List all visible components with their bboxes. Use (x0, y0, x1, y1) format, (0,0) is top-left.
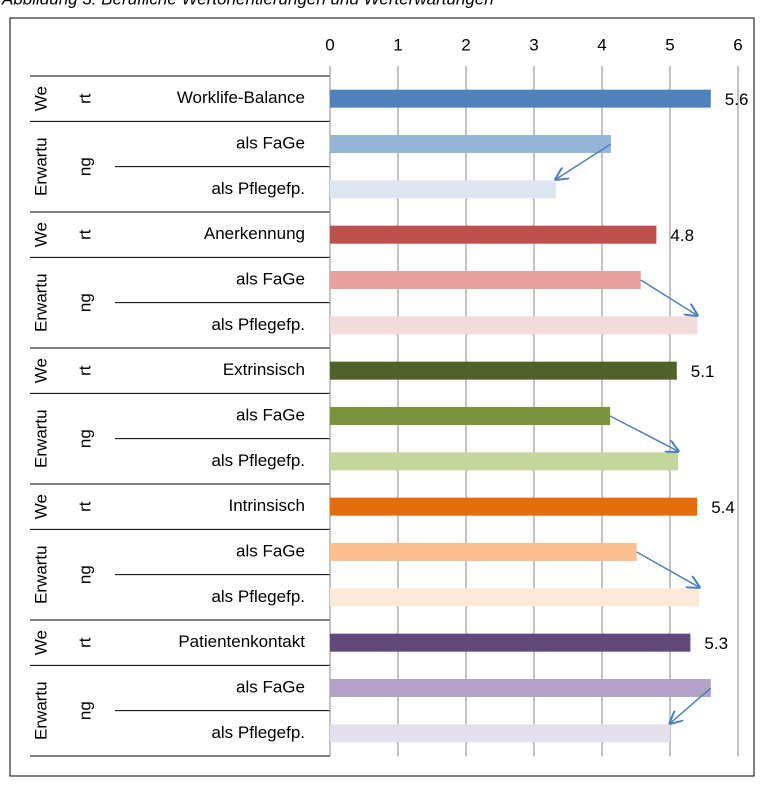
bar (330, 361, 677, 380)
value-label: 5.3 (704, 634, 728, 653)
value-label: 5.1 (691, 362, 715, 381)
bar (330, 724, 670, 743)
y-tick-label: als Pflegefp. (211, 723, 305, 742)
x-tick-label: 6 (733, 35, 742, 54)
x-tick-label: 2 (461, 35, 470, 54)
group-label: rt (75, 229, 94, 240)
group-label: ng (75, 565, 94, 584)
y-tick-label: als FaGe (236, 677, 305, 696)
group-label: Erwartu (31, 409, 50, 468)
x-tick-label: 4 (597, 35, 606, 54)
group-label: rt (75, 637, 94, 648)
group-label: We (31, 358, 50, 383)
bar (330, 89, 711, 108)
y-tick-label: als Pflegefp. (211, 587, 305, 606)
bar (330, 543, 637, 561)
x-tick-label: 1 (393, 35, 402, 54)
y-tick-label: als Pflegefp. (211, 315, 305, 334)
x-tick-label: 3 (529, 35, 538, 54)
y-tick-label: Patientenkontakt (178, 632, 305, 651)
y-tick-label: als FaGe (236, 269, 305, 288)
bar (330, 180, 556, 199)
x-tick-label: 5 (665, 35, 674, 54)
group-label: ng (75, 293, 94, 312)
group-label: rt (75, 501, 94, 512)
frame (9, 17, 755, 777)
value-label: 5.4 (711, 498, 735, 517)
y-tick-label: Intrinsisch (228, 496, 305, 515)
change-arrow (609, 415, 678, 451)
group-label: We (31, 494, 50, 519)
group-label: Erwartu (31, 273, 50, 332)
group-label: Erwartu (31, 681, 50, 740)
y-tick-label: als FaGe (236, 405, 305, 424)
y-tick-label: als FaGe (236, 541, 305, 560)
change-arrow (670, 687, 712, 723)
change-arrow (556, 143, 612, 179)
y-tick-label: als Pflegefp. (211, 179, 305, 198)
group-label: Erwartu (31, 545, 50, 604)
bar (330, 497, 698, 516)
y-tick-label: als Pflegefp. (211, 451, 305, 470)
group-label: We (31, 630, 50, 655)
y-tick-label: Worklife-Balance (177, 88, 305, 107)
y-tick-label: Anerkennung (204, 224, 305, 243)
bar (330, 407, 611, 425)
bar (330, 679, 711, 697)
group-label: ng (75, 429, 94, 448)
group-label: rt (75, 365, 94, 376)
value-label: 5.6 (725, 90, 749, 109)
group-label: We (31, 222, 50, 247)
bar (330, 452, 679, 471)
y-tick-label: als FaGe (236, 133, 305, 152)
bar (330, 588, 700, 607)
bar (330, 271, 641, 289)
group-label: Erwartu (31, 137, 50, 196)
change-arrow (640, 279, 697, 315)
chart-title: Abbildung 3: Berufliche Wertorientierung… (1, 0, 494, 8)
x-tick-label: 0 (325, 35, 334, 54)
group-label: ng (75, 157, 94, 176)
value-label: 4.8 (670, 226, 694, 245)
y-tick-label: Extrinsisch (223, 360, 305, 379)
bar (330, 316, 698, 335)
group-label: rt (75, 93, 94, 104)
group-label: We (31, 86, 50, 111)
group-label: ng (75, 701, 94, 720)
bar (330, 135, 611, 153)
bar (330, 633, 691, 652)
bar (330, 225, 657, 244)
change-arrow (636, 551, 700, 587)
